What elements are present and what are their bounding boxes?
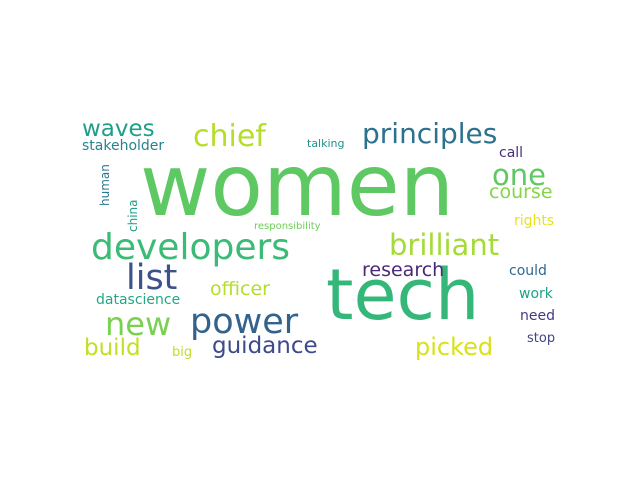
word-datascience: datascience — [96, 292, 180, 308]
word-tech: tech — [326, 254, 479, 336]
word-stop: stop — [527, 331, 555, 346]
word-power: power — [190, 302, 299, 342]
word-brilliant: brilliant — [389, 228, 499, 262]
word-rights: rights — [514, 213, 554, 229]
word-need: need — [520, 308, 555, 324]
word-big: big — [172, 345, 192, 360]
word-guidance: guidance — [212, 333, 318, 359]
word-chief: chief — [193, 119, 267, 154]
word-could: could — [509, 263, 547, 279]
word-one: one — [492, 158, 546, 192]
word-list: list — [126, 258, 177, 298]
word-principles: principles — [362, 117, 497, 150]
word-china: china — [126, 200, 140, 233]
word-developers: developers — [91, 227, 290, 268]
word-work: work — [519, 286, 554, 302]
word-stakeholder: stakeholder — [82, 138, 164, 154]
word-talking: talking — [307, 137, 345, 150]
word-officer: officer — [210, 278, 270, 300]
word-course: course — [489, 181, 553, 203]
word-build: build — [84, 335, 141, 361]
word-research: research — [362, 259, 444, 281]
word-responsibility: responsibility — [254, 221, 321, 232]
word-women: women — [140, 136, 454, 236]
word-human: human — [98, 164, 112, 206]
word-call: call — [499, 145, 523, 161]
word-picked: picked — [415, 333, 493, 361]
word-waves: waves — [82, 116, 155, 142]
word-new: new — [105, 305, 171, 343]
